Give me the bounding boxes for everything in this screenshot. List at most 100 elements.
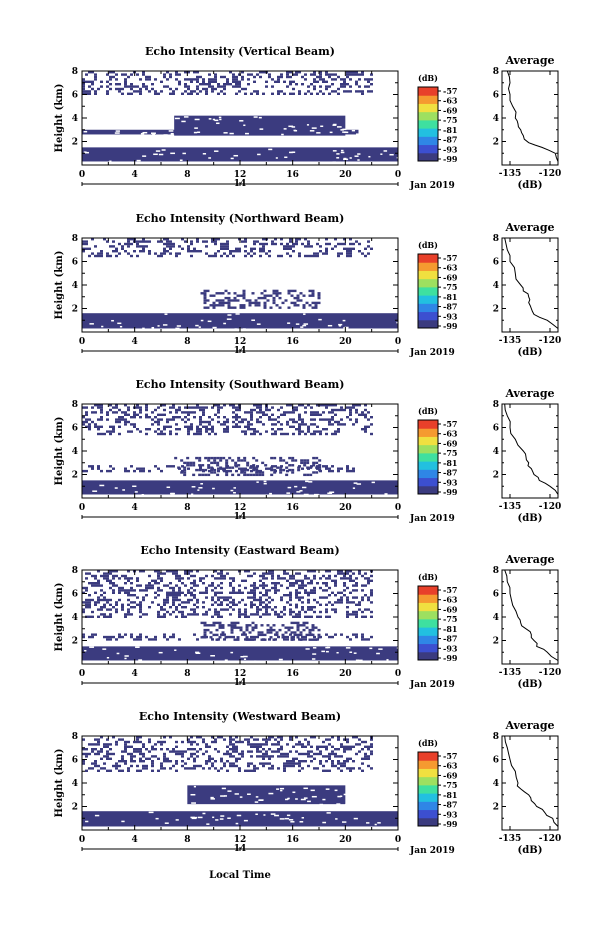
- panel-title: Echo Intensity (Eastward Beam): [140, 544, 339, 557]
- echo-cell: [232, 577, 235, 580]
- echo-cell: [250, 428, 253, 431]
- echo-gap: [322, 821, 327, 824]
- echo-gap: [302, 486, 307, 489]
- echo-cell: [319, 73, 322, 76]
- echo-cell: [317, 296, 321, 300]
- echo-cell: [106, 615, 109, 618]
- echo-cell: [88, 606, 91, 609]
- echo-gap: [287, 486, 292, 489]
- echo-cell: [262, 250, 265, 253]
- echo-cell: [250, 762, 253, 765]
- echo-cell: [181, 764, 184, 768]
- echo-cell: [232, 750, 235, 753]
- echo-cell: [227, 304, 231, 307]
- echo-gap: [226, 318, 232, 320]
- echo-cell: [223, 85, 226, 88]
- x-tick-label: 0: [79, 503, 85, 513]
- echo-cell: [109, 586, 112, 590]
- echo-cell: [109, 432, 112, 436]
- echo-gap: [292, 791, 296, 794]
- echo-cell: [172, 633, 175, 636]
- echo-gap: [197, 816, 203, 819]
- echo-cell: [127, 413, 130, 416]
- echo-cell: [349, 411, 352, 414]
- echo-cell: [235, 736, 238, 739]
- echo-cell: [226, 752, 229, 756]
- echo-cell: [163, 85, 166, 88]
- echo-cell: [284, 626, 288, 629]
- echo-cell: [124, 633, 127, 636]
- echo-cell: [142, 613, 145, 616]
- echo-cell: [307, 404, 310, 407]
- echo-cell: [237, 464, 241, 467]
- echo-cell: [255, 471, 259, 474]
- echo-cell: [172, 245, 175, 248]
- colorbar-tick-label: -57: [443, 253, 457, 263]
- echo-cell: [293, 304, 297, 307]
- echo-cell: [193, 613, 196, 616]
- colorbar-unit: (dB): [418, 738, 438, 748]
- echo-cell: [312, 456, 316, 460]
- echo-cell: [310, 418, 313, 421]
- echo-cell: [232, 406, 235, 409]
- echo-cell: [184, 78, 187, 81]
- echo-cell: [238, 589, 241, 592]
- echo-cell: [139, 467, 142, 470]
- echo-cell: [214, 760, 217, 763]
- echo-gap: [341, 149, 344, 152]
- echo-cell: [160, 413, 163, 416]
- echo-gap: [89, 646, 95, 648]
- echo-cell: [227, 301, 231, 305]
- echo-cell: [115, 767, 118, 770]
- echo-cell: [130, 601, 133, 604]
- echo-cell: [298, 430, 301, 433]
- echo-cell: [118, 760, 121, 763]
- echo-cell: [271, 570, 274, 573]
- y-tick-label: 8: [72, 234, 78, 244]
- echo-cell: [207, 456, 211, 460]
- echo-gap: [316, 132, 321, 134]
- echo-cell: [283, 606, 286, 609]
- echo-cell: [293, 301, 297, 305]
- echo-cell: [160, 589, 163, 592]
- echo-cell: [193, 767, 196, 770]
- echo-cell: [343, 85, 346, 88]
- echo-cell: [112, 411, 115, 414]
- echo-cell: [166, 240, 169, 243]
- echo-region: [187, 785, 346, 805]
- echo-cell: [229, 606, 232, 609]
- echo-cell: [121, 245, 124, 248]
- echo-cell: [253, 764, 256, 768]
- echo-cell: [229, 764, 232, 768]
- echo-cell: [280, 736, 283, 739]
- echo-cell: [145, 584, 148, 587]
- echo-cell: [270, 466, 274, 469]
- echo-cell: [97, 764, 100, 768]
- echo-cell: [311, 306, 315, 309]
- colorbar-tick-label: -81: [443, 292, 457, 302]
- echo-cell: [370, 247, 373, 250]
- echo-gap: [294, 485, 298, 488]
- echo-cell: [232, 416, 235, 419]
- echo-cell: [271, 767, 274, 770]
- echo-gap: [117, 322, 122, 325]
- echo-gap: [307, 800, 311, 803]
- echo-cell: [127, 430, 130, 433]
- echo-cell: [157, 610, 160, 614]
- x-tick-label: 20: [339, 503, 352, 513]
- echo-cell: [259, 411, 262, 414]
- echo-cell: [292, 577, 295, 580]
- echo-cell: [233, 299, 237, 302]
- echo-cell: [253, 432, 256, 436]
- echo-cell: [88, 71, 91, 74]
- echo-cell: [82, 78, 85, 81]
- echo-cell: [127, 598, 130, 602]
- echo-cell: [319, 78, 322, 81]
- echo-cell: [127, 75, 130, 79]
- echo-cell: [256, 635, 259, 639]
- echo-cell: [290, 289, 294, 293]
- echo-cell: [220, 242, 223, 246]
- echo-gap: [303, 493, 309, 496]
- echo-cell: [311, 628, 315, 632]
- echo-cell: [218, 624, 222, 627]
